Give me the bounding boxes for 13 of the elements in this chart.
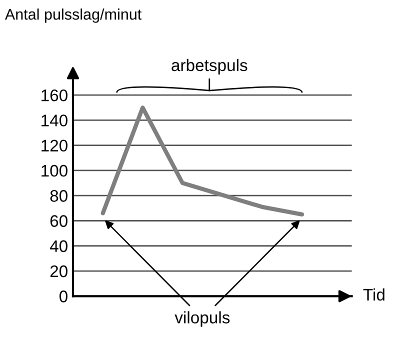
y-axis-title: Antal pulsslag/minut <box>4 8 142 23</box>
y-tick-label: 100 <box>42 164 68 177</box>
x-axis-title: Tid <box>363 288 384 301</box>
annotation: arbetspuls <box>172 58 248 74</box>
y-tick-label: 20 <box>50 265 68 278</box>
y-tick-label: 160 <box>42 89 68 102</box>
text: vilopuls <box>174 311 230 327</box>
y-tick-label: 140 <box>42 114 68 126</box>
y-tick-label: 60 <box>50 215 68 227</box>
y-tick-label: 120 <box>42 140 68 152</box>
y-tick-label: 80 <box>50 190 68 202</box>
y-tick-label: 0 <box>60 290 68 302</box>
y-tick-label: 40 <box>50 240 68 252</box>
